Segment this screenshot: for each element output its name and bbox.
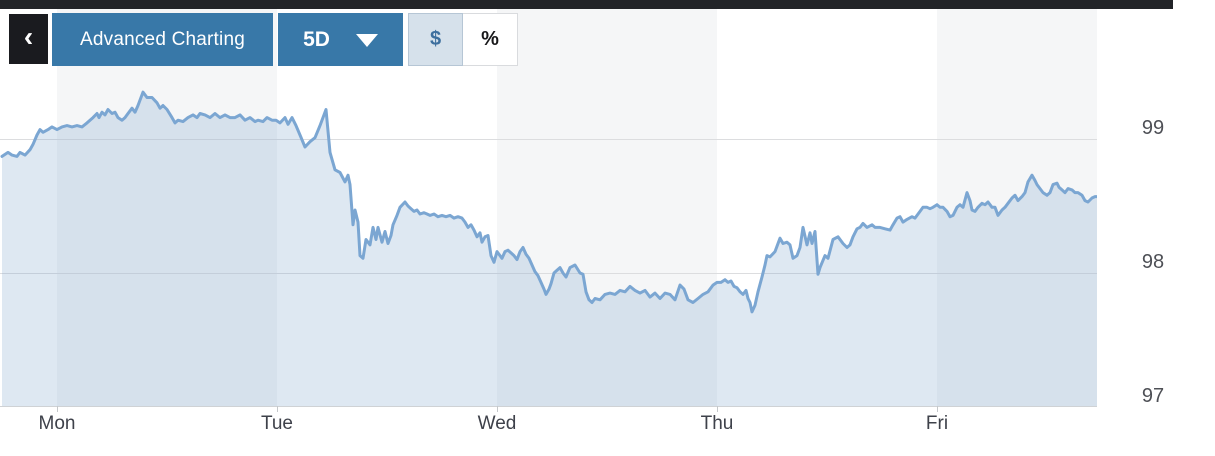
back-button[interactable]: ‹ (9, 14, 48, 64)
y-axis: 99 98 97 (1128, 0, 1178, 456)
x-tick-mark (717, 406, 718, 412)
chart-plot-area[interactable] (0, 9, 1097, 406)
gridline-98 (0, 273, 1097, 274)
day-band-shaded (57, 9, 277, 406)
price-line (0, 90, 1097, 314)
percent-label: % (481, 28, 499, 50)
x-tick-mark (57, 406, 58, 412)
x-tick-label-fri: Fri (925, 413, 949, 434)
advanced-charting-button[interactable]: Advanced Charting (52, 13, 273, 66)
x-axis: Mon Tue Wed Thu Fri (0, 406, 1097, 446)
chevron-down-icon (355, 34, 378, 47)
range-label: 5D (303, 27, 330, 51)
y-tick-label-98: 98 (1141, 251, 1165, 273)
unit-toggle-dollar[interactable]: $ (408, 13, 463, 66)
x-tick-mark (497, 406, 498, 412)
unit-toggle-percent[interactable]: % (463, 13, 518, 66)
x-tick-mark (937, 406, 938, 412)
y-tick-label-99: 99 (1141, 117, 1165, 139)
x-tick-label-thu: Thu (700, 413, 734, 434)
price-area-fill (2, 92, 1097, 406)
advanced-charting-label: Advanced Charting (79, 28, 245, 50)
range-dropdown-button[interactable]: 5D (278, 13, 403, 66)
gridline-99 (0, 139, 1097, 140)
x-tick-label-mon: Mon (38, 413, 76, 434)
chevron-left-icon: ‹ (23, 21, 34, 52)
y-tick-label-97: 97 (1141, 385, 1165, 407)
unit-toggle: $ % (408, 13, 518, 66)
day-band-shaded (497, 9, 717, 406)
x-tick-mark (277, 406, 278, 412)
dollar-label: $ (429, 28, 442, 50)
price-line-chart (0, 90, 1097, 406)
x-axis-line (0, 406, 1097, 407)
x-tick-label-tue: Tue (260, 413, 294, 434)
x-tick-label-wed: Wed (477, 413, 517, 434)
top-accent-bar (0, 0, 1173, 9)
